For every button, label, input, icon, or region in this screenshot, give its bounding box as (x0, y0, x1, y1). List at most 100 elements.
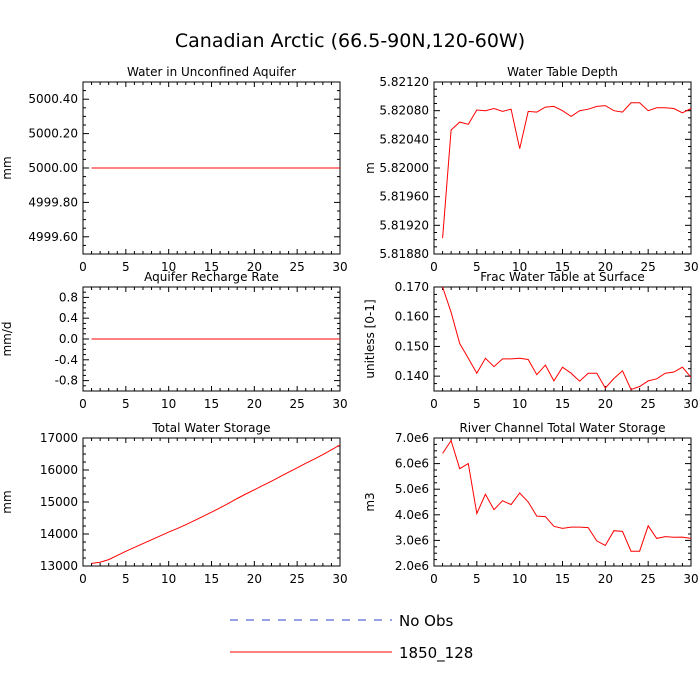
y-tick-label: 5.0e6 (395, 482, 429, 496)
x-tick-label: 20 (598, 397, 613, 411)
x-tick-label: 5 (122, 572, 130, 586)
y-tick-label: 5.81960 (379, 190, 429, 204)
panel-title: Water Table Depth (507, 65, 618, 79)
x-tick-label: 20 (247, 572, 262, 586)
y-axis-label: m (363, 162, 377, 174)
x-tick-label: 30 (683, 397, 698, 411)
y-tick-label: 0.150 (395, 339, 429, 353)
legend-label: 1850_128 (399, 644, 473, 663)
x-tick-label: 10 (512, 260, 527, 274)
y-tick-label: 4999.80 (28, 195, 78, 209)
x-tick-label: 25 (290, 397, 305, 411)
x-tick-label: 25 (290, 572, 305, 586)
y-tick-label: 0.8 (59, 290, 78, 304)
x-tick-label: 5 (473, 397, 481, 411)
y-tick-label: 6.0e6 (395, 457, 429, 471)
y-tick-label: 2.0e6 (395, 559, 429, 573)
y-tick-label: -0.4 (55, 353, 78, 367)
series-line (442, 439, 692, 552)
x-tick-label: 30 (332, 260, 347, 274)
y-tick-label: 0.4 (59, 311, 78, 325)
panel-title: Water in Unconfined Aquifer (127, 65, 296, 79)
x-tick-label: 15 (555, 260, 570, 274)
y-tick-label: 7.0e6 (395, 431, 429, 445)
y-tick-label: 0.160 (395, 310, 429, 324)
x-tick-label: 25 (641, 397, 656, 411)
x-tick-label: 0 (430, 260, 438, 274)
x-tick-label: 10 (512, 397, 527, 411)
x-tick-label: 0 (430, 397, 438, 411)
series-line (91, 444, 341, 564)
x-tick-label: 5 (473, 260, 481, 274)
x-tick-label: 0 (79, 572, 87, 586)
x-tick-label: 30 (332, 397, 347, 411)
plot-frame (433, 286, 692, 392)
x-tick-label: 20 (598, 572, 613, 586)
panel-1: Water in Unconfined Aquifer mm 0 5 10 15 20 25 3… (0, 65, 348, 274)
main-title: Canadian Arctic (66.5-90N,120-60W) (174, 30, 526, 52)
y-tick-label: 5000.00 (28, 161, 78, 175)
y-tick-label: 3.0e6 (395, 533, 429, 547)
x-tick-label: 0 (79, 260, 87, 274)
x-tick-label: 15 (204, 572, 219, 586)
panel-3: Aquifer Recharge Rate mm/d 0 5 10 15 20 25 30 -0.… (0, 270, 348, 411)
plot-frame (82, 437, 341, 567)
y-tick-label: 17000 (40, 431, 78, 445)
x-tick-label: 30 (683, 572, 698, 586)
y-tick-label: 14000 (40, 527, 78, 541)
x-tick-label: 20 (247, 397, 262, 411)
y-tick-label: 5.81880 (379, 247, 429, 261)
panel-4: Frac Water Table at Surface unitless [0-1… (363, 270, 699, 411)
x-tick-label: 30 (683, 260, 698, 274)
x-tick-label: 30 (332, 572, 347, 586)
x-tick-label: 15 (204, 397, 219, 411)
x-tick-label: 10 (161, 260, 176, 274)
legend: No Obs 1850_128 (230, 612, 473, 663)
panel-6: River Channel Total Water Storage m3 0 5 10 1… (363, 421, 699, 586)
x-tick-label: 10 (161, 572, 176, 586)
x-tick-label: 0 (430, 572, 438, 586)
y-tick-label: 5.81920 (379, 218, 429, 232)
y-tick-label: 13000 (40, 559, 78, 573)
x-tick-label: 15 (555, 572, 570, 586)
y-tick-label: 5.82000 (379, 161, 429, 175)
y-tick-label: 0.0 (59, 332, 78, 346)
plot-frame (433, 81, 692, 255)
y-tick-label: -0.8 (55, 374, 78, 388)
y-tick-label: 5000.40 (28, 92, 78, 106)
series-line (442, 102, 692, 239)
x-tick-label: 25 (641, 572, 656, 586)
y-tick-label: 4999.60 (28, 230, 78, 244)
panel-5: Total Water Storage mm 0 5 10 15 20 25 30 13000 14… (0, 421, 348, 586)
x-tick-label: 5 (122, 397, 130, 411)
series-line (442, 286, 692, 391)
x-tick-label: 15 (204, 260, 219, 274)
plot-frame (433, 437, 692, 567)
y-tick-label: 5.82040 (379, 132, 429, 146)
x-tick-label: 10 (512, 572, 527, 586)
x-tick-label: 25 (641, 260, 656, 274)
y-tick-label: 5.82120 (379, 75, 429, 89)
x-tick-label: 10 (161, 397, 176, 411)
panel-title: Aquifer Recharge Rate (144, 270, 279, 284)
y-tick-label: 4.0e6 (395, 508, 429, 522)
y-axis-label: m3 (363, 492, 377, 511)
y-axis-label: mm (0, 490, 14, 513)
y-axis-label: mm/d (0, 321, 14, 356)
panel-2: Water Table Depth m 0 5 10 15 20 25 30 5.81880 5.8… (363, 65, 699, 274)
x-tick-label: 20 (247, 260, 262, 274)
x-tick-label: 15 (555, 397, 570, 411)
y-tick-label: 16000 (40, 463, 78, 477)
panel-title: River Channel Total Water Storage (459, 421, 665, 435)
panel-title: Frac Water Table at Surface (480, 270, 644, 284)
y-tick-label: 5000.20 (28, 127, 78, 141)
y-tick-label: 5.82080 (379, 104, 429, 118)
x-tick-label: 0 (79, 397, 87, 411)
x-tick-label: 20 (598, 260, 613, 274)
y-axis-label: unitless [0-1] (363, 299, 377, 378)
x-tick-label: 25 (290, 260, 305, 274)
y-tick-label: 0.170 (395, 280, 429, 294)
y-tick-label: 15000 (40, 495, 78, 509)
x-tick-label: 5 (473, 572, 481, 586)
